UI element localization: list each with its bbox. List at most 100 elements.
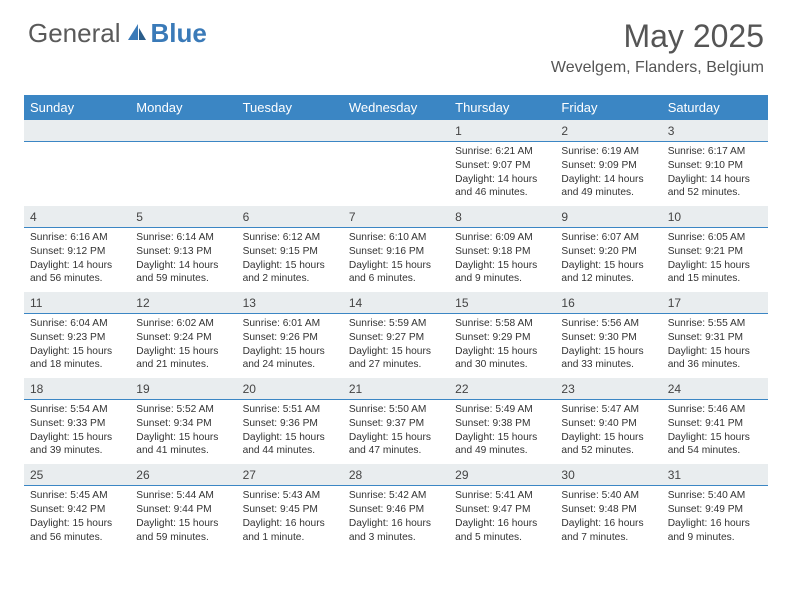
date-detail: Sunrise: 5:56 AMSunset: 9:30 PMDaylight:… xyxy=(555,314,661,378)
date-detail xyxy=(237,142,343,206)
date-number: 12 xyxy=(130,292,236,313)
logo-sail-icon xyxy=(126,22,148,47)
date-detail-row: Sunrise: 5:54 AMSunset: 9:33 PM Daylight:… xyxy=(24,400,768,464)
sunrise-text: Sunrise: 6:12 AM xyxy=(243,231,337,245)
date-number: 19 xyxy=(130,378,236,399)
daylight-text: Daylight: 15 hours and 56 minutes. xyxy=(30,517,124,545)
weekday-header: Saturday xyxy=(662,95,768,120)
date-number: 13 xyxy=(237,292,343,313)
date-detail: Sunrise: 6:09 AMSunset: 9:18 PMDaylight:… xyxy=(449,228,555,292)
sunset-text: Sunset: 9:18 PM xyxy=(455,245,549,259)
sunset-text: Sunset: 9:33 PM xyxy=(30,417,124,431)
date-detail: Sunrise: 6:19 AMSunset: 9:09 PMDaylight:… xyxy=(555,142,661,206)
daylight-text: Daylight: 15 hours and 6 minutes. xyxy=(349,259,443,287)
sunset-text: Sunset: 9:47 PM xyxy=(455,503,549,517)
sunset-text: Sunset: 9:48 PM xyxy=(561,503,655,517)
title-block: May 2025 Wevelgem, Flanders, Belgium xyxy=(551,18,764,77)
sunset-text: Sunset: 9:13 PM xyxy=(136,245,230,259)
date-detail: Sunrise: 5:47 AMSunset: 9:40 PMDaylight:… xyxy=(555,400,661,464)
daylight-text: Daylight: 15 hours and 24 minutes. xyxy=(243,345,337,373)
header: General Blue May 2025 Wevelgem, Flanders… xyxy=(0,0,792,85)
sunset-text: Sunset: 9:24 PM xyxy=(136,331,230,345)
sunrise-text: Sunrise: 5:55 AM xyxy=(668,317,762,331)
date-number: 1 xyxy=(449,120,555,141)
date-detail: Sunrise: 5:41 AMSunset: 9:47 PMDaylight:… xyxy=(449,486,555,550)
date-number: 5 xyxy=(130,206,236,227)
date-detail: Sunrise: 6:14 AMSunset: 9:13 PMDaylight:… xyxy=(130,228,236,292)
sunrise-text: Sunrise: 5:40 AM xyxy=(668,489,762,503)
date-detail: Sunrise: 5:49 AMSunset: 9:38 PMDaylight:… xyxy=(449,400,555,464)
weekday-header: Monday xyxy=(130,95,236,120)
daylight-text: Daylight: 16 hours and 3 minutes. xyxy=(349,517,443,545)
date-detail: Sunrise: 5:40 AMSunset: 9:49 PMDaylight:… xyxy=(662,486,768,550)
date-detail: Sunrise: 5:54 AMSunset: 9:33 PMDaylight:… xyxy=(24,400,130,464)
date-number: 27 xyxy=(237,464,343,485)
date-detail: Sunrise: 6:21 AMSunset: 9:07 PMDaylight:… xyxy=(449,142,555,206)
sunset-text: Sunset: 9:10 PM xyxy=(668,159,762,173)
sunrise-text: Sunrise: 5:52 AM xyxy=(136,403,230,417)
date-number: 24 xyxy=(662,378,768,399)
date-detail xyxy=(130,142,236,206)
sunset-text: Sunset: 9:07 PM xyxy=(455,159,549,173)
date-detail-row: Sunrise: 6:04 AMSunset: 9:23 PMDaylight:… xyxy=(24,314,768,378)
logo-text-right: Blue xyxy=(151,18,207,49)
date-detail: Sunrise: 6:17 AMSunset: 9:10 PMDaylight:… xyxy=(662,142,768,206)
date-number: 28 xyxy=(343,464,449,485)
daylight-text: Daylight: 15 hours and 12 minutes. xyxy=(561,259,655,287)
daylight-text: Daylight: 15 hours and 15 minutes. xyxy=(668,259,762,287)
date-number: 6 xyxy=(237,206,343,227)
sunrise-text: Sunrise: 6:14 AM xyxy=(136,231,230,245)
date-number: 10 xyxy=(662,206,768,227)
daylight-text: Daylight: 16 hours and 5 minutes. xyxy=(455,517,549,545)
date-detail: Sunrise: 5:43 AMSunset: 9:45 PMDaylight:… xyxy=(237,486,343,550)
daylight-text: Daylight: 14 hours and 56 minutes. xyxy=(30,259,124,287)
date-number: 29 xyxy=(449,464,555,485)
date-detail: Sunrise: 5:58 AMSunset: 9:29 PMDaylight:… xyxy=(449,314,555,378)
sunrise-text: Sunrise: 5:58 AM xyxy=(455,317,549,331)
weekday-header: Friday xyxy=(555,95,661,120)
calendar: Sunday Monday Tuesday Wednesday Thursday… xyxy=(24,95,768,550)
sunset-text: Sunset: 9:15 PM xyxy=(243,245,337,259)
daylight-text: Daylight: 15 hours and 18 minutes. xyxy=(30,345,124,373)
sunrise-text: Sunrise: 5:59 AM xyxy=(349,317,443,331)
date-label-row: 18192021222324 xyxy=(24,378,768,400)
sunset-text: Sunset: 9:37 PM xyxy=(349,417,443,431)
daylight-text: Daylight: 15 hours and 54 minutes. xyxy=(668,431,762,459)
logo: General Blue xyxy=(28,18,207,49)
weekday-header: Sunday xyxy=(24,95,130,120)
date-number: 23 xyxy=(555,378,661,399)
daylight-text: Daylight: 14 hours and 52 minutes. xyxy=(668,173,762,201)
date-number: 3 xyxy=(662,120,768,141)
date-number: 8 xyxy=(449,206,555,227)
sunrise-text: Sunrise: 6:05 AM xyxy=(668,231,762,245)
sunrise-text: Sunrise: 5:51 AM xyxy=(243,403,337,417)
date-detail: Sunrise: 5:59 AMSunset: 9:27 PMDaylight:… xyxy=(343,314,449,378)
sunrise-text: Sunrise: 5:54 AM xyxy=(30,403,124,417)
weekday-header: Wednesday xyxy=(343,95,449,120)
sunset-text: Sunset: 9:46 PM xyxy=(349,503,443,517)
sunrise-text: Sunrise: 6:01 AM xyxy=(243,317,337,331)
sunset-text: Sunset: 9:29 PM xyxy=(455,331,549,345)
sunset-text: Sunset: 9:16 PM xyxy=(349,245,443,259)
date-number: 18 xyxy=(24,378,130,399)
date-number: 14 xyxy=(343,292,449,313)
date-label-row: 45678910 xyxy=(24,206,768,228)
daylight-text: Daylight: 15 hours and 49 minutes. xyxy=(455,431,549,459)
daylight-text: Daylight: 14 hours and 49 minutes. xyxy=(561,173,655,201)
date-number xyxy=(24,120,130,141)
sunset-text: Sunset: 9:36 PM xyxy=(243,417,337,431)
sunset-text: Sunset: 9:20 PM xyxy=(561,245,655,259)
daylight-text: Daylight: 15 hours and 21 minutes. xyxy=(136,345,230,373)
sunset-text: Sunset: 9:27 PM xyxy=(349,331,443,345)
sunrise-text: Sunrise: 5:47 AM xyxy=(561,403,655,417)
sunrise-text: Sunrise: 6:21 AM xyxy=(455,145,549,159)
calendar-body: 123Sunrise: 6:21 AMSunset: 9:07 PMDaylig… xyxy=(24,120,768,550)
sunset-text: Sunset: 9:31 PM xyxy=(668,331,762,345)
date-number: 20 xyxy=(237,378,343,399)
daylight-text: Daylight: 15 hours and 41 minutes. xyxy=(136,431,230,459)
sunrise-text: Sunrise: 6:19 AM xyxy=(561,145,655,159)
sunset-text: Sunset: 9:26 PM xyxy=(243,331,337,345)
sunrise-text: Sunrise: 6:17 AM xyxy=(668,145,762,159)
date-label-row: 25262728293031 xyxy=(24,464,768,486)
date-number: 4 xyxy=(24,206,130,227)
